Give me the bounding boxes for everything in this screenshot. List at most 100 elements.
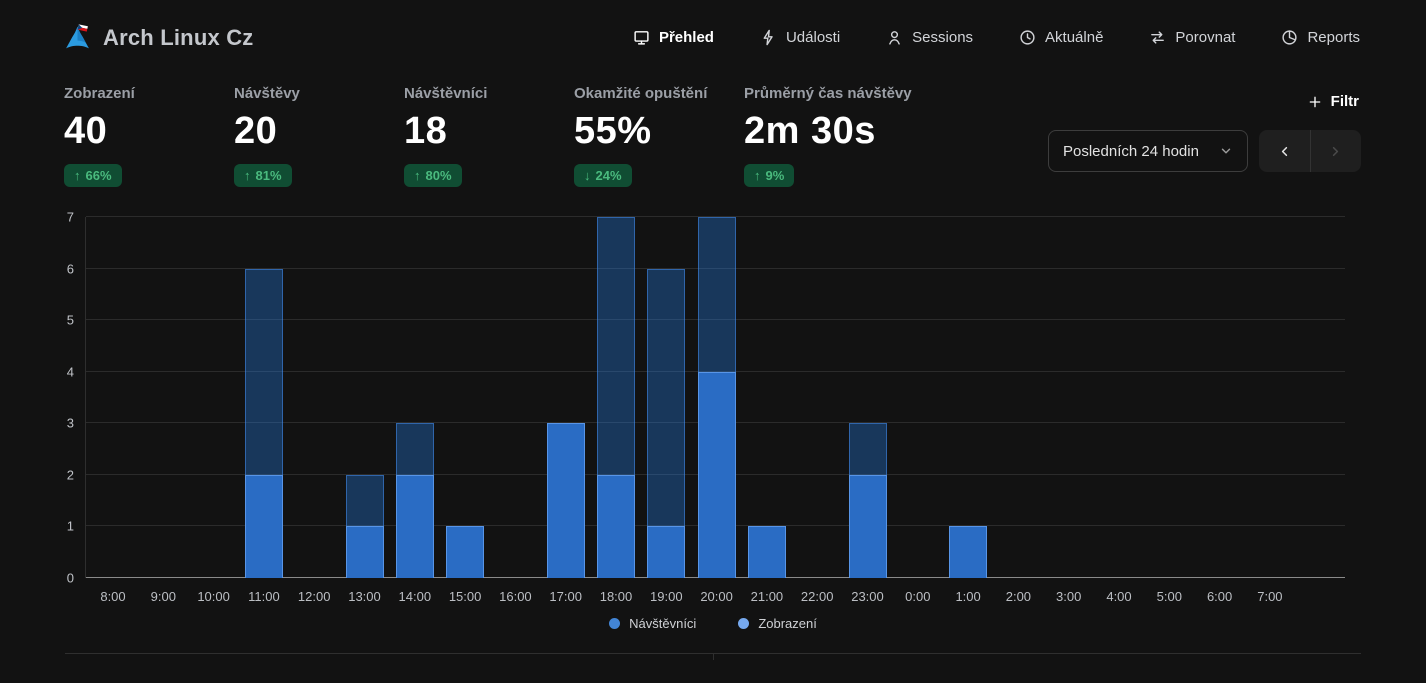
metric-change-value: 81% <box>255 168 282 183</box>
metric-label: Průměrný čas návštěvy <box>744 85 912 102</box>
y-axis-tick: 1 <box>66 518 74 534</box>
header: Arch Linux Cz Přehled Události Sessions Akt… <box>0 0 1426 51</box>
nav-item-reports[interactable]: Reports <box>1281 29 1360 46</box>
metric-value: 18 <box>404 110 448 152</box>
bar-visitors-20:00 <box>697 371 736 578</box>
date-range-select[interactable]: Posledních 24 hodin <box>1048 130 1248 172</box>
gridline-y5 <box>86 319 1345 321</box>
legend-item-1[interactable]: Zobrazení <box>738 616 817 631</box>
x-axis-tick: 9:00 <box>150 589 176 604</box>
metrics-row: Zobrazení 40 ↑ 66% Návštěvy 20 ↑ 81% Návštěvníci… <box>64 85 914 187</box>
metric-prumerny-cas: Průměrný čas návštěvy 2m 30s ↑ 9% <box>744 85 914 187</box>
metric-zobrazeni: Zobrazení 40 ↑ 66% <box>64 85 234 187</box>
chevron-right-icon <box>1328 144 1343 159</box>
x-axis-tick: 2:00 <box>1005 589 1032 604</box>
x-axis-tick: 14:00 <box>398 589 432 604</box>
nav-item-label: Události <box>785 29 841 46</box>
bar-visitors-14:00 <box>395 474 434 578</box>
x-axis-tick: 13:00 <box>348 589 381 604</box>
bar-visitors-11:00 <box>244 474 283 578</box>
x-axis-tick: 8:00 <box>100 589 126 604</box>
metric-value: 55% <box>574 110 652 152</box>
x-axis-tick: 10:00 <box>197 589 230 604</box>
arrow-up-icon: ↑ <box>754 168 761 183</box>
nav-item-porovnat[interactable]: Porovnat <box>1149 29 1235 46</box>
y-axis-tick: 3 <box>66 415 74 431</box>
legend-dot-icon <box>609 618 621 629</box>
monitor-icon <box>633 29 650 46</box>
pie-chart-icon <box>1281 29 1298 46</box>
left-panel-top <box>65 654 713 660</box>
clock-icon <box>1019 29 1036 46</box>
next-period-button[interactable] <box>1311 130 1362 172</box>
lightning-icon <box>760 29 777 46</box>
metric-change-badge: ↓ 24% <box>574 164 632 187</box>
metric-change-value: 24% <box>595 168 622 183</box>
metric-change-badge: ↑ 66% <box>64 164 122 187</box>
nav-item-aktualne[interactable]: Aktuálně <box>1019 29 1103 46</box>
bar-visitors-21:00 <box>747 526 786 578</box>
x-axis-tick: 0:00 <box>905 589 931 604</box>
x-axis-tick: 16:00 <box>499 589 532 604</box>
metric-change-badge: ↑ 80% <box>404 164 462 187</box>
panel-divider <box>712 654 714 660</box>
nav-item-label: Reports <box>1307 29 1360 46</box>
nav-item-prehled[interactable]: Přehled <box>633 29 714 46</box>
metric-value: 20 <box>234 110 278 152</box>
arrow-up-icon: ↑ <box>244 168 251 183</box>
bar-visitors-23:00 <box>848 474 887 578</box>
date-range-value: Posledních 24 hodin <box>1063 142 1199 160</box>
metric-navstevnici: Návštěvníci 18 ↑ 80% <box>404 85 574 187</box>
legend-label: Návštěvníci <box>629 616 697 631</box>
y-axis-tick: 2 <box>66 467 74 483</box>
site-title: Arch Linux Cz <box>103 24 254 50</box>
metric-opusteni: Okamžité opuštění 55% ↓ 24% <box>574 85 744 187</box>
legend-dot-icon <box>738 618 750 629</box>
legend-item-0[interactable]: Návštěvníci <box>609 616 696 631</box>
right-controls: Filtr Posledních 24 hodin <box>1048 85 1361 187</box>
x-axis-tick: 12:00 <box>297 589 331 604</box>
y-axis-tick: 5 <box>66 312 74 328</box>
bar-visitors-15:00 <box>446 526 485 578</box>
metric-change-badge: ↑ 9% <box>744 164 795 187</box>
main-nav: Přehled Události Sessions Aktuálně Porovnat R… <box>633 29 1360 46</box>
gridline-y4 <box>86 370 1345 372</box>
gridline-y6 <box>86 267 1345 269</box>
metric-change-value: 66% <box>85 168 112 183</box>
x-axis-tick: 3:00 <box>1056 589 1082 604</box>
date-range-row: Posledních 24 hodin <box>1048 130 1361 172</box>
x-axis-tick: 22:00 <box>800 589 834 604</box>
chart-plot-area: 0 1 2 3 4 5 6 7 8:00 9:00 10:00 11:00 12:00 13:00 14:0… <box>67 210 1345 604</box>
metric-value: 40 <box>64 110 108 152</box>
y-axis-tick: 7 <box>66 209 74 225</box>
arch-linux-cz-logo-icon <box>64 24 91 51</box>
right-panel-top <box>714 654 1362 660</box>
x-axis-tick: 6:00 <box>1206 589 1233 604</box>
x-axis-tick: 20:00 <box>700 589 733 604</box>
bar-visitors-1:00 <box>949 526 988 578</box>
metric-change-value: 80% <box>425 168 452 183</box>
metric-label: Návštěvníci <box>404 85 488 102</box>
x-axis-tick: 17:00 <box>549 589 582 604</box>
nav-item-sessions[interactable]: Sessions <box>886 29 973 46</box>
brand[interactable]: Arch Linux Cz <box>64 24 254 51</box>
nav-item-label: Porovnat <box>1175 29 1236 46</box>
metric-label: Návštěvy <box>234 85 300 102</box>
nav-item-udalosti[interactable]: Události <box>760 29 840 46</box>
nav-item-label: Aktuálně <box>1045 29 1104 46</box>
bar-visitors-17:00 <box>546 423 585 578</box>
x-axis-tick: 1:00 <box>955 589 981 604</box>
x-axis-tick: 19:00 <box>650 589 683 604</box>
filter-button[interactable]: Filtr <box>1307 93 1359 110</box>
prev-period-button[interactable] <box>1259 130 1311 172</box>
nav-item-label: Přehled <box>658 29 714 46</box>
nav-item-label: Sessions <box>912 29 974 46</box>
x-axis-tick: 21:00 <box>750 589 784 604</box>
toolbar: Zobrazení 40 ↑ 66% Návštěvy 20 ↑ 81% Návštěvníci… <box>0 51 1426 187</box>
y-axis-tick: 6 <box>66 261 74 277</box>
bottom-panels <box>65 653 1361 660</box>
chart-legend: Návštěvníci Zobrazení <box>0 616 1426 631</box>
user-icon <box>886 29 903 46</box>
x-axis-tick: 15:00 <box>448 589 482 604</box>
legend-label: Zobrazení <box>758 616 817 631</box>
